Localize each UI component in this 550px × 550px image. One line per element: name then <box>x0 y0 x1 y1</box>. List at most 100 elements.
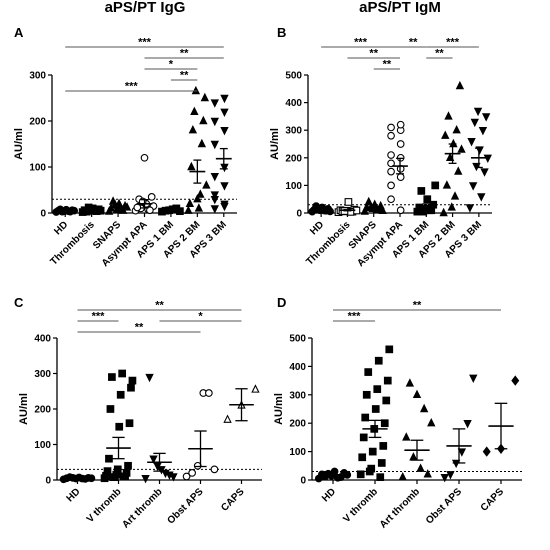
data-point <box>210 196 219 205</box>
data-point <box>419 207 428 216</box>
significance-label: *** <box>92 311 106 323</box>
data-point <box>109 473 118 482</box>
data-point <box>467 138 476 147</box>
panel-label: C <box>14 295 24 310</box>
significance-label: ** <box>155 300 164 312</box>
data-point <box>194 203 204 212</box>
data-point <box>419 403 429 413</box>
data-point <box>356 470 365 479</box>
data-point <box>423 195 432 204</box>
data-point <box>441 130 450 139</box>
data-point <box>133 203 142 212</box>
data-point <box>451 459 461 469</box>
significance-label: *** <box>354 37 368 49</box>
y-tick-label: 200 <box>289 419 306 430</box>
data-point <box>125 419 134 428</box>
data-point <box>445 152 455 161</box>
data-point <box>199 115 208 125</box>
data-point <box>128 376 137 385</box>
data-point <box>223 414 232 423</box>
data-point <box>196 189 205 198</box>
data-point <box>188 469 196 477</box>
y-tick-label: 300 <box>29 71 46 82</box>
significance-label: ** <box>135 322 144 334</box>
data-point <box>457 144 466 153</box>
y-tick-label: 100 <box>285 181 302 192</box>
y-tick-label: 0 <box>300 476 306 487</box>
y-tick-label: 0 <box>45 476 51 487</box>
data-point <box>210 99 219 108</box>
data-point <box>440 473 449 483</box>
data-point <box>119 472 128 481</box>
data-point <box>416 463 425 472</box>
y-tick-label: 100 <box>34 440 51 451</box>
data-point <box>358 453 367 462</box>
data-point <box>344 198 353 206</box>
data-point <box>383 376 392 385</box>
data-point <box>452 125 461 134</box>
data-point <box>368 447 377 456</box>
data-point <box>412 389 422 398</box>
data-point <box>364 368 373 376</box>
data-point <box>210 191 219 200</box>
data-point <box>387 195 395 204</box>
data-point <box>463 420 472 429</box>
data-point <box>188 125 198 134</box>
data-point <box>220 94 229 104</box>
y-tick-label: 500 <box>285 71 302 82</box>
significance-label: ** <box>369 48 378 60</box>
data-point <box>402 432 411 441</box>
y-tick-label: 400 <box>289 362 306 373</box>
data-point <box>380 419 389 428</box>
data-point <box>220 182 229 191</box>
data-point <box>360 206 369 215</box>
y-tick-label: 400 <box>285 98 302 109</box>
y-tick-label: 200 <box>285 153 302 164</box>
data-point <box>205 389 213 397</box>
data-point <box>396 206 405 215</box>
significance-label: ** <box>383 59 392 71</box>
data-point <box>415 203 424 212</box>
data-point <box>220 202 229 212</box>
data-point <box>482 446 491 457</box>
data-point <box>113 465 122 474</box>
data-point <box>427 418 436 427</box>
data-point <box>147 193 156 201</box>
significance-label: ** <box>409 37 418 49</box>
data-point <box>478 127 488 136</box>
data-point <box>465 204 475 213</box>
data-point <box>149 455 158 464</box>
data-point <box>477 193 486 202</box>
data-point <box>361 413 370 422</box>
y-axis-label: AU/ml <box>273 393 285 425</box>
data-point <box>210 205 219 214</box>
y-axis-label: AU/ml <box>13 128 25 160</box>
data-point <box>480 168 489 177</box>
data-point <box>185 198 195 207</box>
data-point <box>105 454 113 463</box>
data-point <box>377 459 386 467</box>
y-tick-label: 300 <box>34 369 51 380</box>
data-point <box>187 161 196 171</box>
data-point <box>396 140 405 148</box>
significance-label: ** <box>180 70 189 82</box>
y-tick-label: 0 <box>40 209 46 220</box>
data-point <box>116 390 125 399</box>
data-point <box>387 181 395 190</box>
data-point <box>387 159 395 168</box>
data-point <box>116 205 126 214</box>
data-point <box>141 475 150 484</box>
data-point <box>449 138 458 148</box>
y-tick-label: 500 <box>289 334 306 345</box>
significance-label: *** <box>138 37 152 49</box>
data-point <box>210 140 219 150</box>
y-tick-label: 400 <box>34 334 51 345</box>
data-point <box>382 396 391 405</box>
data-point <box>169 473 178 482</box>
data-point <box>439 207 448 217</box>
data-point <box>364 196 373 206</box>
data-point <box>202 180 211 189</box>
